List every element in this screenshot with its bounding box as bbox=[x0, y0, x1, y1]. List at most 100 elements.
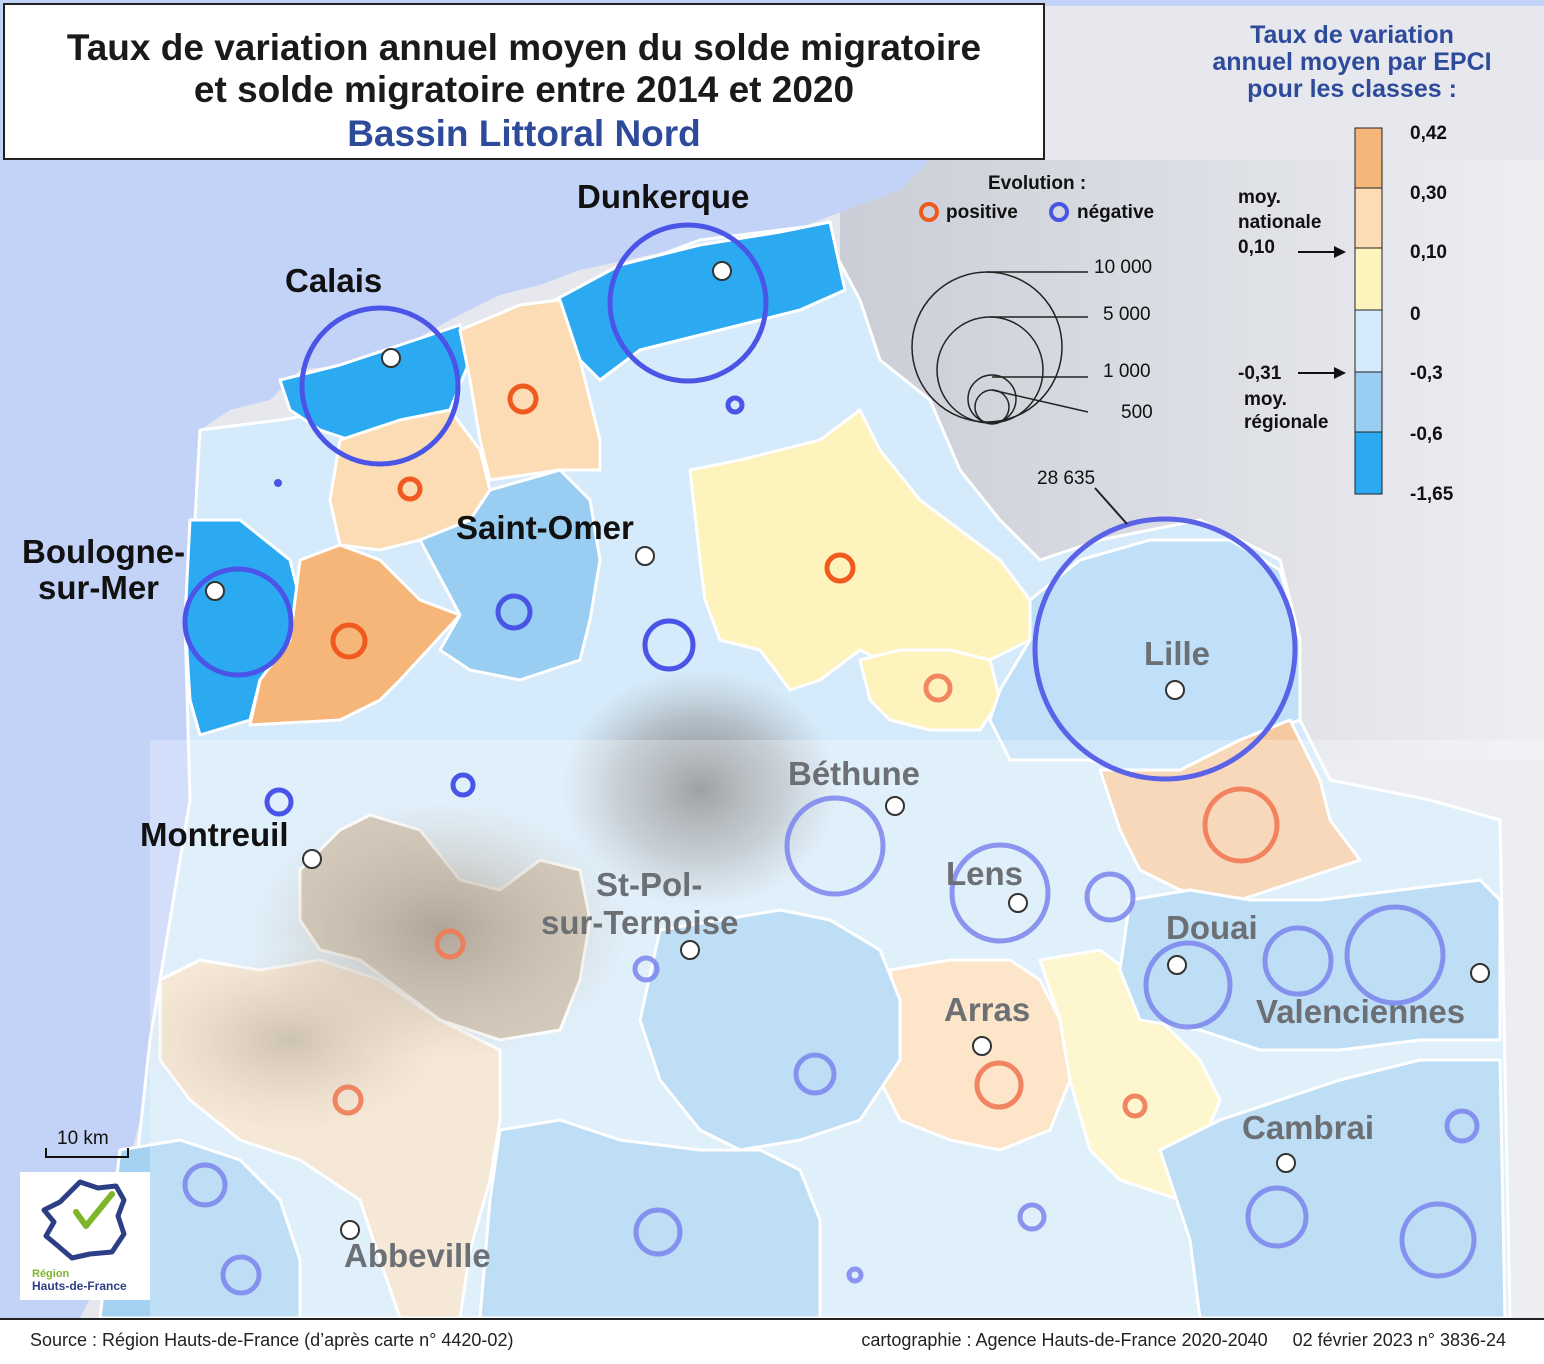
town-dot-calais bbox=[381, 348, 401, 368]
legend-break-1: 0,30 bbox=[1410, 183, 1447, 204]
circle-flandre-interieure bbox=[824, 552, 856, 584]
legend-negative-symbol bbox=[1049, 202, 1069, 222]
town-markers bbox=[205, 261, 1490, 1240]
circle-cambrai bbox=[1245, 1185, 1309, 1249]
legend-break-labels: 0,42 0,30 0,10 0 -0,3 -0,6 -1,65 bbox=[1410, 123, 1454, 505]
town-dot-abbeville bbox=[340, 1220, 360, 1240]
town-dot-arras bbox=[972, 1036, 992, 1056]
circle-flandre-lys bbox=[923, 673, 953, 703]
label-boulogne-2: sur-Mer bbox=[38, 569, 159, 606]
circle-south-1 bbox=[793, 1052, 837, 1096]
logo-text: Région Hauts-de-France bbox=[32, 1268, 127, 1292]
circle-boulogne bbox=[182, 566, 294, 678]
map-subtitle: Bassin Littoral Nord bbox=[347, 113, 701, 154]
epci-pevele bbox=[1098, 718, 1362, 902]
circle-south-6 bbox=[846, 1266, 864, 1284]
region-logo: Région Hauts-de-France bbox=[20, 1172, 150, 1300]
epci-desvres-samer bbox=[248, 543, 462, 727]
legend-size-labels: 10 000 5 000 1 000 500 bbox=[1094, 257, 1153, 423]
legend-national-arrow-head bbox=[1334, 246, 1346, 258]
lille-leader-line bbox=[1094, 487, 1128, 525]
legend-size-500: 500 bbox=[1121, 402, 1153, 423]
circle-pevele bbox=[1202, 786, 1280, 864]
circle-lens bbox=[949, 842, 1051, 944]
migration-circles-negative bbox=[182, 222, 1298, 817]
label-lille: Lille bbox=[1144, 635, 1210, 672]
legend-break-5: -0,6 bbox=[1410, 424, 1443, 445]
legend-negative-label: négative bbox=[1077, 202, 1154, 223]
epci-south-west bbox=[638, 908, 902, 1152]
circle-saint-omer bbox=[642, 618, 696, 672]
circle-arras bbox=[974, 1060, 1024, 1110]
label-abbeville: Abbeville bbox=[344, 1237, 491, 1274]
circle-south-3 bbox=[220, 1254, 262, 1296]
circle-lens-east bbox=[1084, 871, 1136, 923]
label-calais: Calais bbox=[285, 262, 382, 299]
label-saint-omer: Saint-Omer bbox=[456, 509, 634, 546]
epci-dunkerque bbox=[553, 220, 847, 382]
legend-swatch-0-0-10 bbox=[1354, 247, 1383, 311]
legend-swatch-0-10-0-30 bbox=[1354, 187, 1383, 249]
label-lens: Lens bbox=[946, 855, 1023, 892]
circle-south-4 bbox=[633, 1207, 683, 1257]
legend-size-10000: 10 000 bbox=[1094, 257, 1152, 278]
legend-size-circles bbox=[911, 271, 1089, 425]
lille-value-label: 28 635 bbox=[1037, 468, 1095, 489]
legend-evolution: Evolution : positive négative bbox=[919, 173, 1154, 223]
label-dunkerque: Dunkerque bbox=[577, 178, 749, 215]
legend-national-value: 0,10 bbox=[1238, 237, 1275, 258]
map-title-line1: Taux de variation annuel moyen du solde … bbox=[66, 27, 982, 68]
footer-cartography: cartographie : Agence Hauts-de-France 20… bbox=[861, 1330, 1506, 1350]
label-boulogne-1: Boulogne- bbox=[22, 533, 185, 570]
legend-title-2: annuel moyen par EPCI bbox=[1212, 48, 1491, 76]
circle-desvres bbox=[274, 479, 282, 487]
legend-swatch-m0-6-m0-3 bbox=[1354, 371, 1383, 433]
footer: Source : Région Hauts-de-France (d’après… bbox=[0, 1318, 1544, 1364]
town-dot-douai bbox=[1167, 955, 1187, 975]
circle-douai bbox=[1143, 940, 1233, 1030]
legend-break-4: -0,3 bbox=[1410, 363, 1443, 384]
legend-circle-1000 bbox=[967, 374, 1017, 424]
logo-text-line1: Région bbox=[32, 1268, 70, 1280]
town-dot-st-pol bbox=[680, 940, 700, 960]
circle-desvres-samer bbox=[330, 622, 368, 660]
logo-text-line2: Hauts-de-France bbox=[32, 1279, 127, 1293]
town-dot-boulogne bbox=[205, 581, 225, 601]
shadow-bethune bbox=[560, 670, 840, 910]
legend-break-3: 0 bbox=[1410, 304, 1421, 325]
footer-source: Source : Région Hauts-de-France (d’après… bbox=[30, 1330, 514, 1350]
city-labels: Dunkerque Calais Boulogne- sur-Mer Saint… bbox=[22, 178, 1465, 1274]
legend-title-3: pour les classes : bbox=[1247, 75, 1457, 103]
circle-audruicq bbox=[507, 383, 539, 415]
legend-regional-value: -0,31 bbox=[1238, 363, 1282, 384]
label-douai: Douai bbox=[1166, 909, 1258, 946]
legend-size-1000: 1 000 bbox=[1103, 361, 1151, 382]
map-title-line2: et solde migratoire entre 2014 et 2020 bbox=[193, 69, 855, 110]
circle-st-pol bbox=[632, 955, 660, 983]
sea bbox=[0, 0, 1544, 1318]
legend-evolution-title: Evolution : bbox=[988, 173, 1086, 194]
town-dot-lille bbox=[1165, 680, 1185, 700]
migration-circles-positive-faded bbox=[332, 673, 1280, 1119]
circle-valenciennes-2 bbox=[1344, 904, 1446, 1006]
circle-hazebrouck-small bbox=[725, 395, 745, 415]
circle-bethune bbox=[784, 795, 886, 897]
legend-swatch-m0-3-0 bbox=[1354, 309, 1383, 373]
town-dot-bethune bbox=[885, 796, 905, 816]
scale-line bbox=[45, 1148, 129, 1158]
scale-bar: 10 km bbox=[45, 1128, 129, 1158]
circle-valenciennes-1 bbox=[1262, 925, 1334, 997]
label-cambrai: Cambrai bbox=[1242, 1109, 1374, 1146]
france-map-icon bbox=[41, 1179, 127, 1261]
circle-hesdin bbox=[450, 772, 476, 798]
epci-south-center bbox=[478, 1118, 822, 1320]
legend-size-5000: 5 000 bbox=[1103, 304, 1151, 325]
epci-lumbres bbox=[418, 468, 602, 682]
legend-positive-label: positive bbox=[946, 202, 1018, 223]
circle-south-5 bbox=[1017, 1202, 1047, 1232]
circle-south-2 bbox=[182, 1162, 228, 1208]
legend-regional-arrow-head bbox=[1334, 367, 1346, 379]
legend-swatch-0-30-0-42 bbox=[1354, 127, 1383, 189]
